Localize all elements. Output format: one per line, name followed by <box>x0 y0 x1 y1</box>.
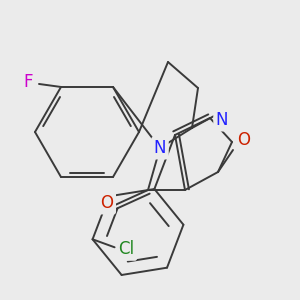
Text: Cl: Cl <box>118 240 135 258</box>
Text: O: O <box>238 131 250 149</box>
Text: N: N <box>216 111 228 129</box>
Text: F: F <box>23 73 33 91</box>
Text: O: O <box>100 194 113 212</box>
Text: N: N <box>154 139 166 157</box>
